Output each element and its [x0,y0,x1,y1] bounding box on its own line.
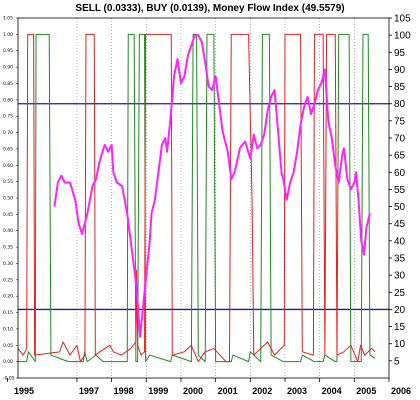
plot-frame [17,17,390,379]
series-layer [17,33,376,363]
x-tick-label: 1997 [79,386,99,396]
right-tick-label: 40 [394,236,406,247]
chart-title: SELL (0.0333), BUY (0.0139), Money Flow … [75,3,344,14]
sell-line [17,33,376,363]
right-tick-label: 80 [394,99,406,110]
x-tick-label: 2003 [287,386,307,396]
x-tick-label: 2005 [356,386,376,396]
right-axis: 1051009590858075706560555045403530252015… [389,14,411,367]
mfi-line [53,34,371,338]
left-tick-label: 0.35 [3,245,13,251]
x-tick-label: 2001 [218,386,238,396]
right-tick-label: 25 [394,288,406,299]
right-tick-label: 100 [394,31,411,42]
right-tick-label: 15 [394,322,406,333]
right-tick-label: 70 [394,134,406,145]
right-tick-label: 10 [394,339,406,350]
right-tick-label: 85 [394,82,406,93]
left-tick-label: 0.50 [3,196,13,202]
left-tick-label: 1.05 [3,16,13,22]
right-tick-label: 55 [394,185,406,196]
left-tick-label: 0.75 [3,114,13,120]
x-tick-label: 2002 [252,386,272,396]
left-tick-label: -0.05 [3,376,15,382]
right-tick-label: 45 [394,219,406,230]
right-tick-label: 75 [394,116,406,127]
x-tick-label: 2000 [183,386,203,396]
left-tick-label: 0.20 [3,294,13,300]
x-axis: 1995 1997 1998 1999 2000 2001 2002 2003 2004 2005… [7,378,411,396]
x-tick-label: 1999 [148,386,168,396]
left-tick-label: 0.90 [3,65,13,71]
right-tick-label: 95 [394,48,406,59]
right-tick-label: 5 [394,356,400,367]
left-tick-label: 0.95 [3,48,13,54]
right-tick-label: 90 [394,65,406,76]
x-tick-label: 1995 [14,386,34,396]
left-tick-label: 0.60 [3,163,13,169]
left-tick-label: 0.10 [3,326,13,332]
left-tick-label: 0.65 [3,146,13,152]
left-tick-label: 0.55 [3,179,13,185]
right-tick-label: 60 [394,168,406,179]
left-tick-label: 0.30 [3,261,13,267]
left-tick-label: 0.80 [3,97,13,103]
left-tick-label: 0.85 [3,81,13,87]
left-tick-label: 1.00 [3,32,13,38]
left-tick-label: 0.70 [3,130,13,136]
right-tick-label: 30 [394,271,406,282]
left-tick-label: 0.15 [3,310,13,316]
x-tick-label: 1998 [114,386,134,396]
right-tick-label: 20 [394,305,406,316]
right-tick-label: 35 [394,254,406,265]
x-tick-label: 2006 [391,386,411,396]
right-tick-label: 50 [394,202,406,213]
left-tick-label: 0.45 [3,212,13,218]
left-axis: 1.05 1.00 0.95 0.90 0.85 0.80 0.75 0.70 0.65 0.60… [3,16,18,382]
left-tick-label: 0.05 [3,343,13,349]
left-tick-label: 0.40 [3,228,13,234]
left-tick-label: 0.25 [3,277,13,283]
right-tick-label: 65 [394,151,406,162]
left-tick-label: 0.00 [3,359,13,365]
x-tick-label: 2004 [322,386,342,396]
right-tick-label: 105 [394,14,411,25]
